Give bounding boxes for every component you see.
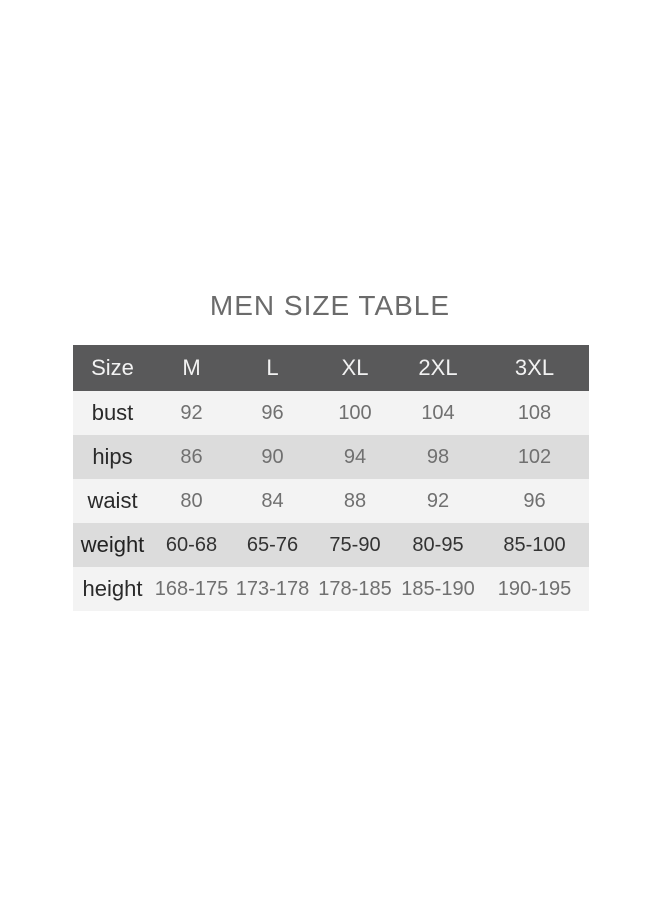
table-row-height: height 168-175 173-178 178-185 185-190 1… [73,567,589,611]
page-title: MEN SIZE TABLE [209,290,451,321]
table-row-waist: waist 80 84 88 92 96 [73,479,589,523]
header-cell-2xl: 2XL [396,345,480,391]
cell-value: 190-195 [480,567,589,611]
cell-value: 92 [152,391,231,435]
header-cell-3xl: 3XL [480,345,589,391]
header-cell-l: L [231,345,314,391]
cell-value: 178-185 [314,567,396,611]
cell-value: 65-76 [231,523,314,567]
table-row-hips: hips 86 90 94 98 102 [73,435,589,479]
cell-value: 86 [152,435,231,479]
row-label: height [73,567,152,611]
cell-value: 173-178 [231,567,314,611]
header-row: Size M L XL 2XL 3XL [73,345,589,391]
cell-value: 90 [231,435,314,479]
cell-value: 104 [396,391,480,435]
cell-value: 185-190 [396,567,480,611]
row-label: bust [73,391,152,435]
header-cell-m: M [152,345,231,391]
header-cell-xl: XL [314,345,396,391]
table-row-weight: weight 60-68 65-76 75-90 80-95 85-100 [73,523,589,567]
table-row-bust: bust 92 96 100 104 108 [73,391,589,435]
cell-value: 60-68 [152,523,231,567]
cell-value: 75-90 [314,523,396,567]
cell-value: 96 [480,479,589,523]
row-label: waist [73,479,152,523]
cell-value: 94 [314,435,396,479]
row-label: hips [73,435,152,479]
cell-value: 92 [396,479,480,523]
cell-value: 108 [480,391,589,435]
cell-value: 96 [231,391,314,435]
cell-value: 102 [480,435,589,479]
row-label: weight [73,523,152,567]
cell-value: 85-100 [480,523,589,567]
cell-value: 100 [314,391,396,435]
men-size-table: Size M L XL 2XL 3XL bust 92 96 100 104 1… [73,345,589,611]
cell-value: 80 [152,479,231,523]
cell-value: 88 [314,479,396,523]
cell-value: 80-95 [396,523,480,567]
cell-value: 168-175 [152,567,231,611]
header-cell-size: Size [73,345,152,391]
cell-value: 98 [396,435,480,479]
cell-value: 84 [231,479,314,523]
